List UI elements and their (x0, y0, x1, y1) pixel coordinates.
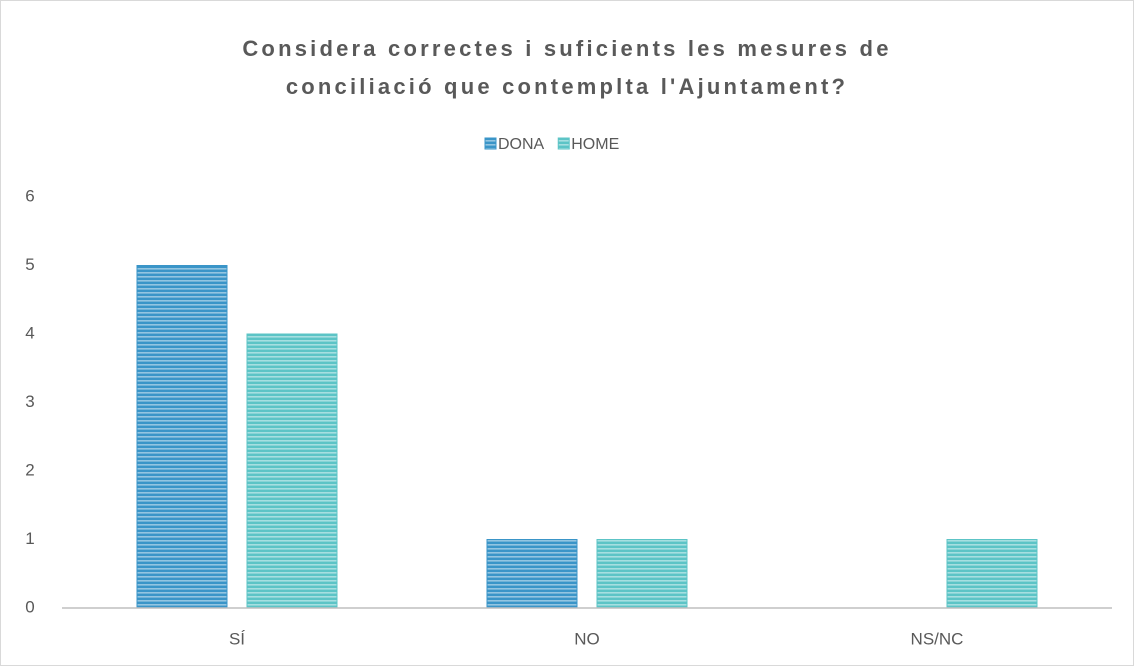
chart-title: Considera correctes i suficients les mes… (242, 36, 891, 61)
y-tick-label: 1 (25, 529, 34, 548)
y-tick-label: 6 (25, 186, 34, 205)
y-tick-label: 4 (25, 323, 34, 342)
y-tick-label: 2 (25, 460, 34, 479)
bar (136, 265, 228, 609)
chart-title: conciliació que contemplta l'Ajuntament? (286, 74, 848, 99)
x-tick-label: SÍ (229, 629, 245, 648)
bar (486, 539, 578, 609)
x-tick-label: NO (574, 629, 600, 648)
legend-swatch (484, 137, 497, 150)
bar (246, 333, 338, 609)
bar (946, 539, 1038, 609)
legend-label: DONA (498, 136, 545, 153)
y-tick-label: 0 (25, 597, 34, 616)
x-tick-label: NS/NC (911, 629, 964, 648)
y-tick-label: 5 (25, 255, 34, 274)
y-tick-label: 3 (25, 392, 34, 411)
legend-label: HOME (571, 136, 619, 153)
legend-swatch (557, 137, 570, 150)
bar (596, 539, 688, 609)
